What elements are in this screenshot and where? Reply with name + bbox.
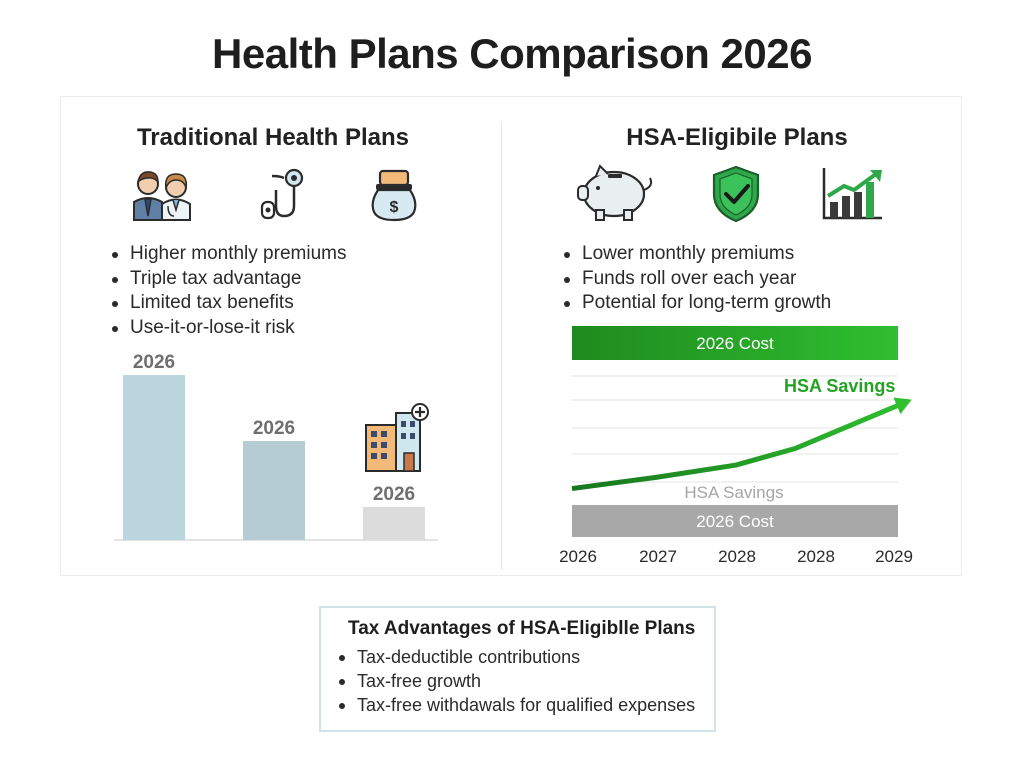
list-item: Limited tax benefits xyxy=(110,291,346,316)
hsa-savings-line-chart: 2026 Cost 2026 Cost HSA Savings HSA Savings… xyxy=(559,326,913,566)
panel-divider xyxy=(501,122,502,570)
hsa-savings-line xyxy=(571,398,909,492)
list-item: Funds roll over each year xyxy=(562,267,831,292)
svg-text:$: $ xyxy=(390,199,399,216)
bar xyxy=(243,441,305,540)
list-item: Higher monthly premiums xyxy=(110,242,346,267)
tax-bullets: Tax-deductible contributions Tax-free gr… xyxy=(337,645,695,717)
x-tick-label: 2026 xyxy=(559,547,597,566)
hsa-savings-annotation-faded: HSA Savings xyxy=(684,483,783,502)
bar-label: 2026 xyxy=(253,418,295,439)
traditional-cost-bar-chart: 2026 2026 2026 xyxy=(114,352,438,541)
list-item: Potential for long-term growth xyxy=(562,291,831,316)
x-tick-label: 2028 xyxy=(718,547,756,566)
page-title: Health Plans Comparison 2026 xyxy=(212,30,812,77)
hospital-building-icon xyxy=(365,403,429,472)
piggy-bank-icon xyxy=(577,164,653,221)
list-item: Triple tax advantage xyxy=(110,267,346,292)
cost-band-top-label: 2026 Cost xyxy=(696,334,774,353)
cost-band-top xyxy=(572,326,898,360)
tax-advantages-title: Tax Advantages of HSA-Eligiblle Plans xyxy=(348,618,696,639)
stethoscope-icon xyxy=(260,168,304,220)
list-item: Use-it-or-lose-it risk xyxy=(110,316,346,341)
bar xyxy=(123,375,185,540)
comparison-frame xyxy=(60,96,962,576)
list-item: Tax-deductible contributions xyxy=(337,645,695,669)
x-tick-label: 2027 xyxy=(639,547,677,566)
bar-label: 2026 xyxy=(133,352,175,373)
cost-band-bottom xyxy=(572,505,898,537)
hsa-savings-annotation: HSA Savings xyxy=(784,376,895,396)
cost-band-bottom-label: 2026 Cost xyxy=(696,512,774,531)
money-bag-icon: $ xyxy=(371,169,417,222)
traditional-bullets: Higher monthly premiums Triple tax advan… xyxy=(110,242,346,340)
bar xyxy=(363,507,425,540)
hsa-savings-arrowhead xyxy=(893,397,912,415)
growth-chart-icon xyxy=(822,168,882,220)
bar-label: 2026 xyxy=(373,484,415,505)
x-tick-label: 2029 xyxy=(875,547,913,566)
traditional-plans-title: Traditional Health Plans xyxy=(136,124,410,151)
list-item: Lower monthly premiums xyxy=(562,242,831,267)
hsa-bullets: Lower monthly premiums Funds roll over e… xyxy=(562,242,831,316)
shield-check-icon xyxy=(712,165,760,223)
hsa-plans-title: HSA-Eligibile Plans xyxy=(626,124,848,151)
list-item: Tax-free withdawals for qualified expens… xyxy=(337,693,695,717)
doctors-icon xyxy=(133,171,191,221)
x-tick-label: 2028 xyxy=(797,547,835,566)
tax-advantages-box: Tax Advantages of HSA-Eligiblle Plans Ta… xyxy=(319,606,716,732)
list-item: Tax-free growth xyxy=(337,669,695,693)
